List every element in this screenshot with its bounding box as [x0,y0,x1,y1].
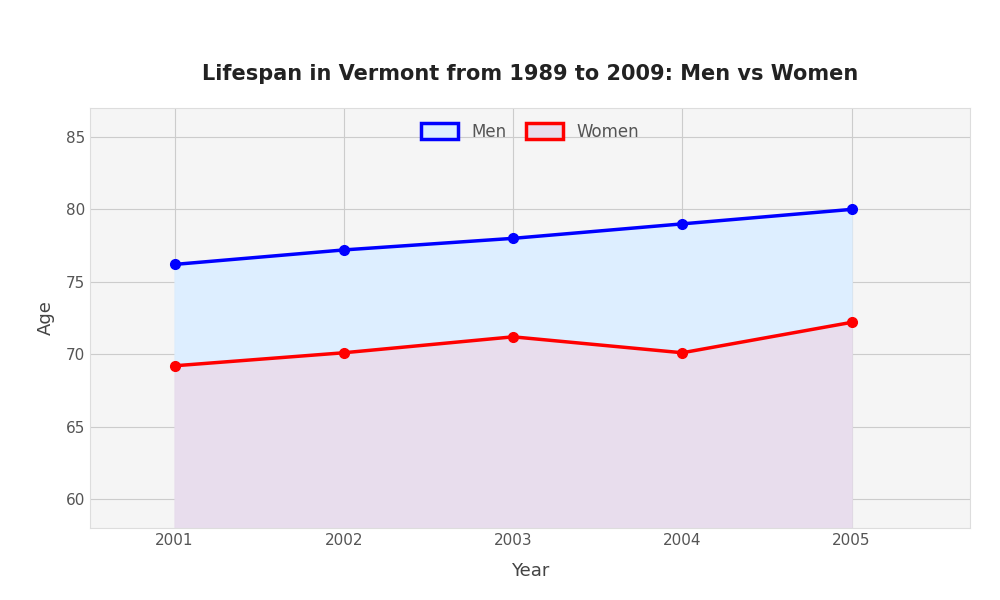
Y-axis label: Age: Age [37,301,55,335]
X-axis label: Year: Year [511,562,549,580]
Title: Lifespan in Vermont from 1989 to 2009: Men vs Women: Lifespan in Vermont from 1989 to 2009: M… [202,64,858,84]
Legend: Men, Women: Men, Women [414,116,646,148]
